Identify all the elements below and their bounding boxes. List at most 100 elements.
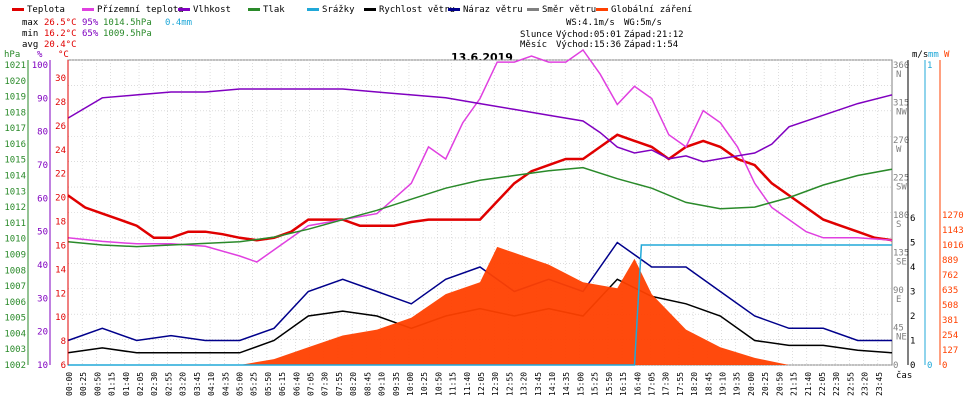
series-srážky [68, 244, 892, 366]
legend-label: Náraz větru [463, 5, 523, 15]
time-tick-label: 00:00 [65, 372, 74, 396]
legend-item-1: Přízemní teplota [82, 5, 184, 15]
wind-gust-info: WG:5m/s [624, 18, 662, 28]
legend-label: Směr větru [542, 5, 596, 15]
series-přízemní-teplota [67, 48, 893, 263]
tick-label: 26 [55, 122, 66, 132]
tick-label: 1015 [4, 156, 26, 166]
dir-tick-label: 90 [893, 286, 904, 296]
tick-label: 100 [32, 61, 48, 71]
time-tick-label: 17:55 [676, 372, 685, 396]
time-tick-label: 16:15 [619, 372, 628, 396]
legend-item-3: Tlak [248, 5, 285, 15]
time-tick-label: 03:45 [193, 372, 202, 396]
tick-label: 20 [37, 328, 48, 338]
dir-tick-label: 315 [893, 99, 909, 109]
dir-name-label: SW [896, 183, 907, 193]
legend-swatch [178, 8, 190, 11]
hpa-unit: hPa [4, 50, 20, 60]
time-unit: čas [896, 370, 912, 381]
legend-item-5: Rychlost větru [364, 5, 455, 15]
time-tick-label: 19:35 [733, 372, 742, 396]
ms-tick-label: 4 [910, 263, 915, 273]
w-unit: W [944, 50, 950, 60]
time-tick-label: 12:05 [477, 372, 486, 396]
stats-avg-temp: 20.4°C [44, 40, 77, 50]
ms-tick-label: 1 [910, 337, 915, 347]
series-vlhkost [67, 88, 893, 163]
tick-label: 10 [37, 361, 48, 371]
time-axis: 00:00 00:25 00:50 01:15 01:40 02:05 02:30 02:55… [65, 372, 884, 396]
time-tick-label: 03:20 [179, 372, 188, 396]
time-tick-label: 20:50 [775, 372, 784, 396]
tick-label: 70 [37, 161, 48, 171]
legend-swatch [248, 8, 260, 11]
dir-name-label: S [896, 220, 901, 230]
time-tick-label: 13:45 [534, 372, 543, 396]
dir-tick-label: 360 [893, 61, 909, 71]
tick-label: 22 [55, 170, 66, 180]
legend-item-7: Směr větru [527, 5, 596, 15]
rain-axis: 01 [927, 61, 932, 371]
tick-label: 12 [55, 289, 66, 299]
tick-label: 1019 [4, 93, 26, 103]
tick-label: 20 [55, 194, 66, 204]
ms-tick-label: 2 [910, 312, 915, 322]
time-tick-label: 20:25 [761, 372, 770, 396]
time-tick-label: 21:15 [790, 372, 799, 396]
time-tick-label: 12:55 [505, 372, 514, 396]
tick-label: 1020 [4, 77, 26, 87]
w-tick-label: 1143 [942, 226, 964, 236]
legend-label: Vlhkost [193, 5, 231, 15]
time-tick-label: 00:25 [79, 372, 88, 396]
time-tick-label: 01:15 [108, 372, 117, 396]
time-tick-label: 18:20 [690, 372, 699, 396]
legend-item-4: Srážky [307, 5, 355, 15]
dir-name-label: W [896, 145, 902, 155]
temp-unit: °C [58, 50, 69, 60]
tick-label: 1008 [4, 266, 26, 276]
time-tick-label: 08:20 [349, 372, 358, 396]
legend-item-8: Globální záření [596, 5, 692, 15]
time-tick-label: 18:45 [704, 372, 713, 396]
w-tick-label: 0 [942, 361, 947, 371]
stats-min-hum: 65% [82, 29, 99, 39]
stats-max-hum: 95% [82, 18, 99, 28]
tick-label: 6 [61, 361, 66, 371]
mm-tick-label: 1 [927, 61, 932, 71]
stats-max-rain: 0.4mm [165, 18, 192, 28]
series-group [67, 48, 893, 366]
ms-unit: m/s [912, 50, 928, 60]
dir-tick-label: 270 [893, 136, 909, 146]
moon-label: Měsíc [520, 40, 547, 50]
wind-speed-info: WS:4.1m/s [566, 18, 615, 28]
tick-label: 1016 [4, 140, 26, 150]
time-tick-label: 23:45 [875, 372, 884, 396]
legend-label: Globální záření [611, 5, 692, 15]
legend-swatch [12, 8, 24, 11]
time-tick-label: 16:40 [633, 372, 642, 396]
tick-label: 28 [55, 98, 66, 108]
time-tick-label: 15:00 [576, 372, 585, 396]
legend-label: Rychlost větru [379, 5, 455, 15]
time-tick-label: 00:50 [93, 372, 102, 396]
legend-label: Teplota [27, 5, 65, 15]
w-tick-label: 1270 [942, 211, 964, 221]
legend-swatch [364, 8, 376, 11]
wind-speed-axis: 0 1 2 3 4 5 6 [910, 214, 915, 371]
w-tick-label: 254 [942, 331, 958, 341]
tick-label: 1007 [4, 282, 26, 292]
time-tick-label: 22:55 [846, 372, 855, 396]
time-tick-label: 02:55 [164, 372, 173, 396]
tick-label: 80 [37, 128, 48, 138]
time-tick-label: 11:40 [463, 372, 472, 396]
w-tick-label: 508 [942, 301, 958, 311]
time-tick-label: 05:50 [264, 372, 273, 396]
dir-name-label: NW [896, 108, 907, 118]
tick-label: 1014 [4, 172, 26, 182]
time-tick-label: 14:10 [548, 372, 557, 396]
w-tick-label: 762 [942, 271, 958, 281]
tick-label: 14 [55, 265, 66, 275]
tick-label: 30 [55, 74, 66, 84]
